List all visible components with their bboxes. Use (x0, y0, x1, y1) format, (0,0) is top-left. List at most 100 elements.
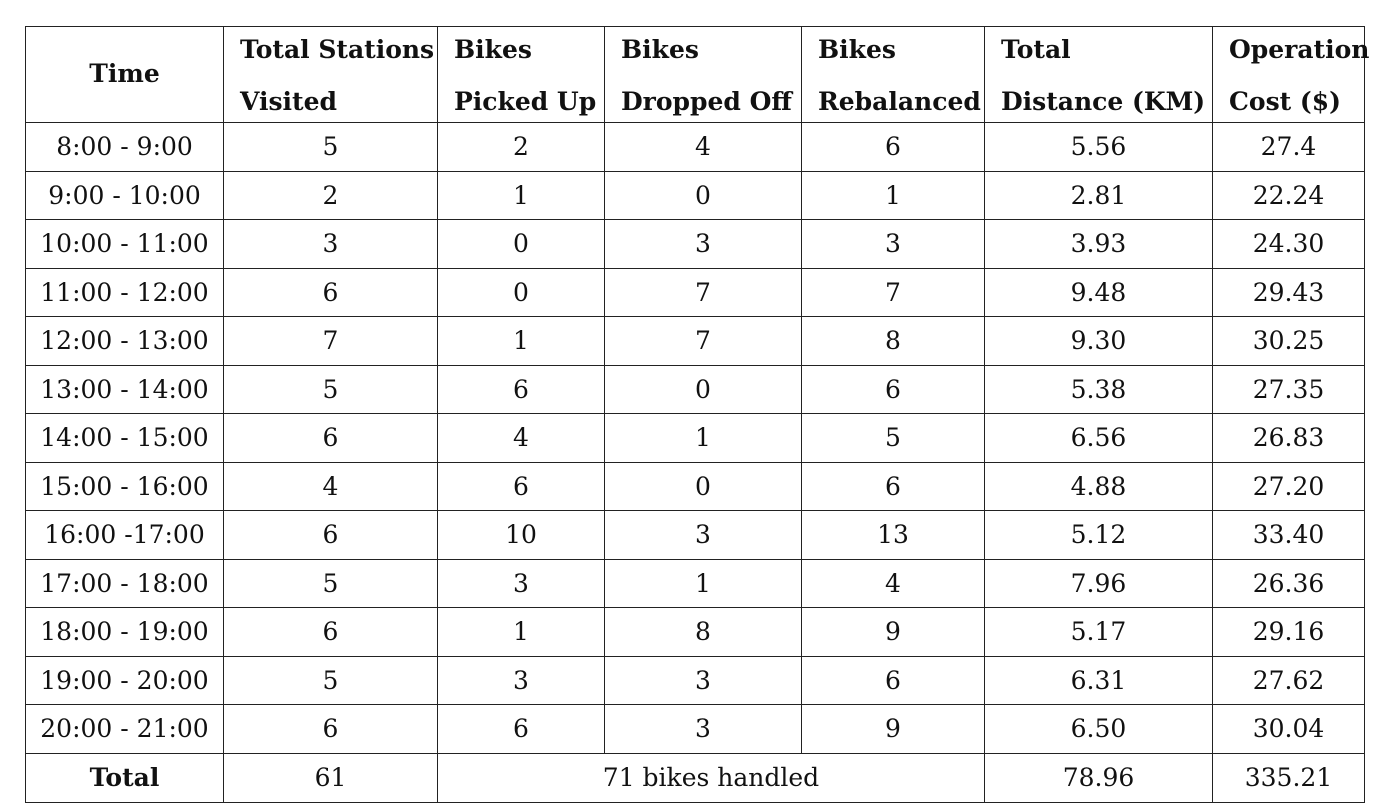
cell-rebalanced: 6 (801, 122, 985, 172)
table-header: Time Total Stations Bikes Bikes Bikes To… (25, 26, 1369, 123)
cell-picked-up: 6 (437, 364, 605, 414)
cell-rebalanced: 13 (801, 510, 985, 560)
table-row: 14:00 - 15:00 6 4 1 5 6.56 26.83 (25, 413, 1365, 463)
cell-dropped-off: 7 (604, 316, 802, 366)
cell-time: 17:00 - 18:00 (25, 558, 224, 608)
cell-dropped-off: 0 (604, 170, 802, 220)
cell-time: 19:00 - 20:00 (25, 655, 224, 705)
cell-cost: 30.25 (1212, 316, 1365, 366)
header-dropped-line2: Dropped Off (604, 74, 802, 123)
cell-distance: 3.93 (984, 219, 1213, 269)
cell-picked-up: 6 (437, 704, 605, 754)
operations-table: Time Total Stations Bikes Bikes Bikes To… (25, 26, 1369, 803)
cell-cost: 29.43 (1212, 267, 1365, 317)
cell-time: 12:00 - 13:00 (25, 316, 224, 366)
cell-stations: 6 (223, 413, 438, 463)
cell-stations: 5 (223, 655, 438, 705)
table-body: 8:00 - 9:00 5 2 4 6 5.56 27.4 9:00 - 10:00 2 1 0 1 2… (25, 122, 1365, 754)
header-rebalanced-line1: Bikes (801, 26, 985, 75)
cell-stations: 7 (223, 316, 438, 366)
cell-rebalanced: 9 (801, 607, 985, 657)
total-label: Total (25, 752, 224, 803)
cell-time: 16:00 -17:00 (25, 510, 224, 560)
cell-distance: 5.12 (984, 510, 1213, 560)
cell-cost: 30.04 (1212, 704, 1365, 754)
cell-distance: 6.50 (984, 704, 1213, 754)
cell-distance: 9.30 (984, 316, 1213, 366)
header-rebalanced-line2: Rebalanced (801, 74, 985, 123)
cell-picked-up: 4 (437, 413, 605, 463)
table-row: 11:00 - 12:00 6 0 7 7 9.48 29.43 (25, 267, 1365, 317)
cell-dropped-off: 3 (604, 219, 802, 269)
header-dropped-line1: Bikes (604, 26, 802, 75)
cell-dropped-off: 1 (604, 558, 802, 608)
cell-cost: 22.24 (1212, 170, 1365, 220)
cell-rebalanced: 6 (801, 655, 985, 705)
cell-stations: 6 (223, 704, 438, 754)
cell-rebalanced: 6 (801, 461, 985, 511)
cell-cost: 26.83 (1212, 413, 1365, 463)
cell-stations: 6 (223, 607, 438, 657)
table-row: 18:00 - 19:00 6 1 8 9 5.17 29.16 (25, 607, 1365, 657)
cell-time: 15:00 - 16:00 (25, 461, 224, 511)
cell-distance: 4.88 (984, 461, 1213, 511)
cell-picked-up: 1 (437, 607, 605, 657)
total-row: Total 61 71 bikes handled 78.96 335.21 (25, 752, 1365, 803)
total-bikes-handled: 71 bikes handled (437, 752, 985, 803)
cell-rebalanced: 1 (801, 170, 985, 220)
table-row: 15:00 - 16:00 4 6 0 6 4.88 27.20 (25, 461, 1365, 511)
table-row: 17:00 - 18:00 5 3 1 4 7.96 26.36 (25, 558, 1365, 608)
header-time: Time (25, 26, 224, 123)
header-row: Time Total Stations Bikes Bikes Bikes To… (25, 26, 1369, 123)
cell-stations: 6 (223, 267, 438, 317)
header-stations-line2: Visited (223, 74, 438, 123)
cell-dropped-off: 8 (604, 607, 802, 657)
cell-dropped-off: 3 (604, 655, 802, 705)
cell-picked-up: 0 (437, 267, 605, 317)
cell-rebalanced: 7 (801, 267, 985, 317)
table-row: 13:00 - 14:00 5 6 0 6 5.38 27.35 (25, 364, 1365, 414)
cell-time: 20:00 - 21:00 (25, 704, 224, 754)
cell-picked-up: 2 (437, 122, 605, 172)
cell-distance: 5.38 (984, 364, 1213, 414)
header-picked-line2: Picked Up (437, 74, 605, 123)
cell-distance: 6.31 (984, 655, 1213, 705)
cell-time: 9:00 - 10:00 (25, 170, 224, 220)
cell-stations: 3 (223, 219, 438, 269)
cell-distance: 2.81 (984, 170, 1213, 220)
cell-distance: 9.48 (984, 267, 1213, 317)
cell-cost: 27.20 (1212, 461, 1365, 511)
cell-distance: 7.96 (984, 558, 1213, 608)
cell-cost: 29.16 (1212, 607, 1365, 657)
table-footer: Total 61 71 bikes handled 78.96 335.21 (25, 752, 1365, 803)
header-cost-line2: Cost ($) (1212, 74, 1365, 123)
cell-rebalanced: 3 (801, 219, 985, 269)
cell-distance: 5.56 (984, 122, 1213, 172)
cell-dropped-off: 4 (604, 122, 802, 172)
cell-dropped-off: 0 (604, 461, 802, 511)
cell-time: 18:00 - 19:00 (25, 607, 224, 657)
cell-time: 11:00 - 12:00 (25, 267, 224, 317)
table-row: 10:00 - 11:00 3 0 3 3 3.93 24.30 (25, 219, 1365, 269)
total-stations: 61 (223, 752, 438, 803)
cell-cost: 27.35 (1212, 364, 1365, 414)
header-picked-line1: Bikes (437, 26, 605, 75)
cell-cost: 27.62 (1212, 655, 1365, 705)
table-row: 8:00 - 9:00 5 2 4 6 5.56 27.4 (25, 122, 1365, 172)
table-row: 20:00 - 21:00 6 6 3 9 6.50 30.04 (25, 704, 1365, 754)
table-row: 19:00 - 20:00 5 3 3 6 6.31 27.62 (25, 655, 1365, 705)
cell-distance: 6.56 (984, 413, 1213, 463)
cell-time: 10:00 - 11:00 (25, 219, 224, 269)
cell-picked-up: 3 (437, 655, 605, 705)
cell-picked-up: 3 (437, 558, 605, 608)
total-distance: 78.96 (984, 752, 1213, 803)
cell-stations: 2 (223, 170, 438, 220)
cell-picked-up: 10 (437, 510, 605, 560)
cell-picked-up: 1 (437, 316, 605, 366)
cell-time: 13:00 - 14:00 (25, 364, 224, 414)
cell-rebalanced: 4 (801, 558, 985, 608)
cell-stations: 5 (223, 122, 438, 172)
cell-time: 8:00 - 9:00 (25, 122, 224, 172)
table-row: 16:00 -17:00 6 10 3 13 5.12 33.40 (25, 510, 1365, 560)
cell-picked-up: 0 (437, 219, 605, 269)
